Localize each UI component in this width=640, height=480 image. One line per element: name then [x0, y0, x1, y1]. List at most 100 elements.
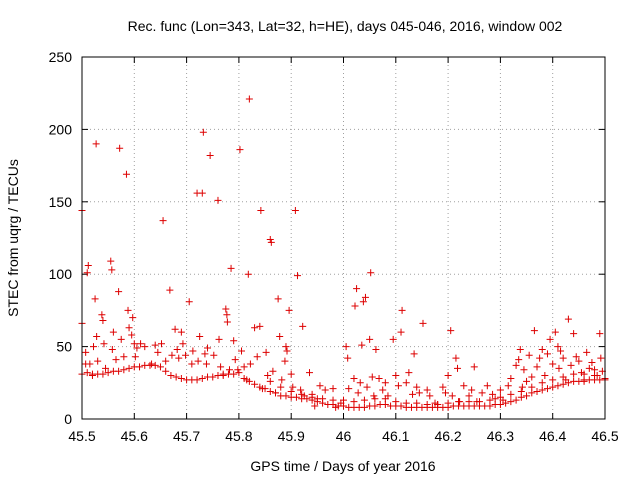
data-point: [278, 376, 286, 384]
data-point: [133, 344, 141, 352]
data-point: [198, 374, 206, 382]
data-point: [198, 189, 206, 197]
data-point: [202, 360, 210, 368]
data-point: [235, 369, 243, 377]
data-point: [129, 314, 137, 322]
data-point: [340, 396, 347, 404]
data-point: [257, 206, 265, 214]
data-point: [359, 298, 367, 306]
data-point: [225, 366, 233, 374]
data-point: [541, 372, 549, 380]
data-point: [266, 387, 274, 395]
data-point: [285, 306, 293, 314]
data-point: [533, 387, 541, 395]
data-point: [413, 383, 421, 391]
data-point: [148, 360, 156, 368]
data-point: [402, 379, 410, 387]
data-point: [455, 398, 463, 406]
data-point: [182, 351, 190, 359]
data-point: [272, 389, 280, 397]
data-point: [100, 340, 108, 348]
data-point: [303, 395, 311, 403]
x-tick-label: 46: [336, 428, 352, 444]
data-point: [251, 380, 259, 388]
y-tick-label: 50: [56, 339, 72, 355]
data-point: [230, 337, 238, 345]
data-point: [289, 383, 297, 391]
data-point: [415, 389, 423, 397]
data-point: [559, 354, 567, 362]
y-tick-label: 150: [49, 194, 73, 210]
data-point: [551, 328, 559, 336]
data-point: [267, 238, 275, 246]
data-point: [489, 390, 497, 398]
data-point: [266, 377, 274, 385]
data-point: [117, 335, 125, 343]
data-point: [360, 403, 368, 411]
data-point: [316, 382, 324, 390]
data-point: [219, 372, 227, 380]
data-point: [120, 353, 128, 361]
data-point: [215, 335, 223, 343]
data-point: [156, 363, 164, 371]
data-point: [204, 344, 212, 352]
data-point: [444, 372, 452, 380]
data-point: [234, 366, 242, 374]
data-point: [244, 270, 252, 278]
data-point: [193, 376, 201, 384]
data-point: [274, 295, 282, 303]
data-point: [162, 357, 170, 365]
data-point: [434, 401, 442, 409]
x-tick-label: 45.5: [68, 428, 95, 444]
data-point: [470, 363, 478, 371]
data-point: [223, 318, 231, 326]
data-point: [86, 360, 94, 368]
data-point: [157, 340, 165, 348]
data-point: [496, 401, 504, 409]
data-point: [185, 298, 193, 306]
data-point: [291, 206, 299, 214]
data-point: [496, 386, 504, 394]
data-point: [217, 363, 225, 371]
data-point: [516, 345, 524, 353]
data-point: [358, 341, 366, 349]
data-point: [392, 398, 400, 406]
x-tick-label: 46.2: [434, 428, 461, 444]
data-point: [131, 353, 139, 361]
data-point: [120, 366, 128, 374]
data-point: [253, 353, 261, 361]
data-point: [392, 372, 400, 380]
y-tick-label: 250: [49, 49, 73, 65]
data-point: [311, 402, 319, 410]
data-point: [413, 399, 421, 407]
data-point: [116, 144, 124, 152]
data-point: [512, 396, 520, 404]
data-point: [83, 369, 91, 377]
data-point: [375, 374, 383, 382]
data-point: [99, 317, 107, 325]
data-point: [168, 351, 176, 359]
data-point: [281, 357, 289, 365]
data-point: [141, 343, 149, 351]
data-point: [136, 363, 144, 371]
data-point: [439, 383, 447, 391]
data-point: [502, 399, 510, 407]
data-point: [554, 382, 562, 390]
data-point: [298, 390, 306, 398]
data-point: [367, 269, 375, 277]
data-point: [570, 370, 578, 378]
data-point: [538, 379, 546, 387]
data-point: [555, 364, 563, 372]
data-point: [293, 272, 301, 280]
data-point: [329, 385, 337, 393]
data-point: [269, 367, 277, 375]
data-point: [452, 354, 460, 362]
data-point: [292, 393, 300, 401]
x-tick-label: 45.7: [173, 428, 200, 444]
data-point: [507, 398, 515, 406]
data-point: [475, 398, 483, 406]
data-point: [329, 396, 337, 404]
data-point: [245, 377, 253, 385]
data-point: [108, 266, 116, 274]
